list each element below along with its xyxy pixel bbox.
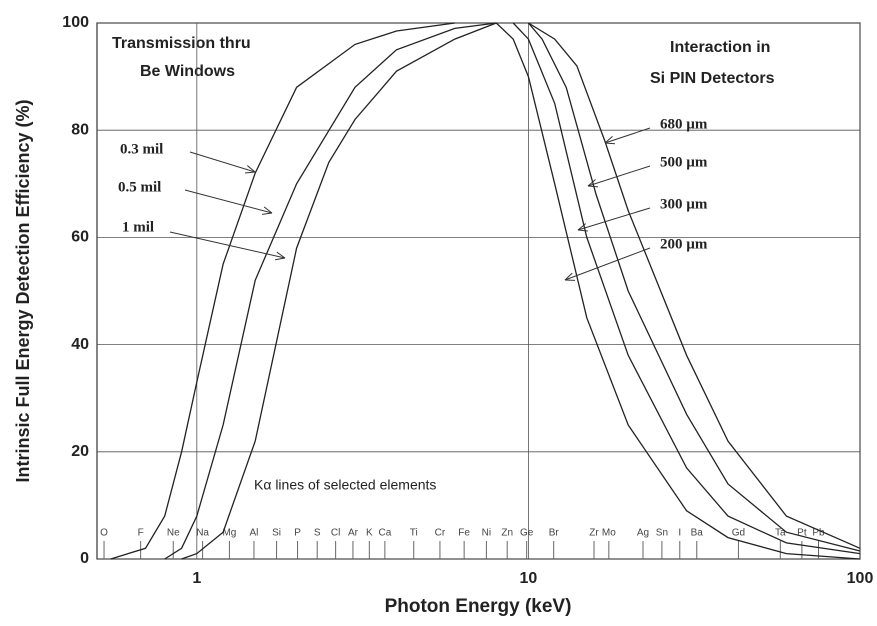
arrow-head — [577, 223, 586, 231]
element-label: Mg — [222, 528, 236, 539]
x-axis-title: Photon Energy (keV) — [385, 596, 572, 617]
arrow-head — [263, 206, 273, 214]
series-line — [512, 22, 861, 555]
element-label: Cr — [435, 528, 446, 539]
x-tick-label: 1 — [192, 570, 201, 587]
label-arrow — [587, 165, 651, 187]
y-tick-label: 20 — [71, 443, 89, 460]
arrow-head — [245, 171, 256, 174]
annotation: Be Windows — [140, 63, 235, 80]
element-label: Ca — [378, 528, 391, 539]
x-tick-label: 100 — [847, 570, 874, 587]
element-label: Ta — [775, 528, 786, 539]
element-label: S — [314, 528, 321, 539]
element-label: Ba — [691, 528, 704, 539]
label-arrow — [577, 207, 651, 231]
arrow-head — [604, 142, 616, 145]
arrow-head — [275, 257, 286, 261]
arrow-head — [577, 229, 588, 232]
series-line — [528, 22, 861, 549]
arrow-head — [587, 185, 599, 188]
element-label: P — [294, 528, 301, 539]
arrow-head — [247, 165, 256, 173]
series-line — [110, 22, 455, 560]
element-label: Na — [196, 528, 209, 539]
label-arrow — [184, 189, 273, 214]
y-axis-title: Intrinsic Full Energy Detection Efficien… — [13, 99, 33, 482]
arrow-head — [604, 136, 613, 144]
arrow-head — [276, 251, 286, 259]
element-label: I — [678, 528, 681, 539]
y-tick-label: 0 — [80, 550, 89, 567]
series-label: 200 µm — [660, 236, 708, 252]
annotation: Transmission thru — [112, 35, 251, 52]
series-label: 300 µm — [660, 196, 708, 212]
element-label: Ar — [348, 528, 359, 539]
element-label: Cl — [331, 528, 340, 539]
element-label: Pb — [812, 528, 825, 539]
arrow-head — [587, 179, 596, 187]
element-label: Si — [272, 528, 281, 539]
element-label: Zn — [501, 528, 513, 539]
series-line — [495, 22, 861, 560]
arrow-head — [564, 272, 573, 281]
label-arrow — [604, 127, 651, 144]
annotation: Interaction in — [670, 39, 770, 56]
element-label: Zr — [589, 528, 599, 539]
element-label: Ni — [482, 528, 491, 539]
arrow-head — [262, 212, 273, 215]
series-label: 0.5 mil — [118, 179, 161, 195]
element-label: Mo — [602, 528, 616, 539]
element-label: Ne — [167, 528, 180, 539]
series-line — [181, 22, 497, 560]
element-label: F — [138, 528, 144, 539]
label-arrow — [564, 247, 651, 281]
series-label: 0.3 mil — [120, 141, 163, 157]
element-label: Ge — [520, 528, 534, 539]
element-label: Ag — [637, 528, 649, 539]
element-label: Al — [250, 528, 259, 539]
series-label: 1 mil — [122, 219, 154, 235]
series-line — [527, 22, 861, 552]
x-tick-label: 10 — [520, 570, 538, 587]
y-tick-label: 60 — [71, 229, 89, 246]
element-label: Fe — [458, 528, 470, 539]
y-tick-label: 100 — [62, 14, 89, 31]
element-label: K — [366, 528, 373, 539]
element-label: Br — [549, 528, 560, 539]
series-line — [164, 22, 497, 560]
label-arrow — [169, 231, 286, 259]
y-tick-label: 80 — [71, 121, 89, 138]
annotation: Si PIN Detectors — [650, 70, 775, 87]
series-label: 500 µm — [660, 154, 708, 170]
annotation: Kα lines of selected elements — [254, 477, 436, 493]
y-tick-label: 40 — [71, 336, 89, 353]
label-arrow — [189, 151, 256, 173]
element-label: O — [100, 528, 108, 539]
element-label: Gd — [732, 528, 745, 539]
element-label: Ti — [410, 528, 418, 539]
series-label: 680 µm — [660, 116, 708, 132]
element-label: Sn — [656, 528, 668, 539]
element-label: Pt — [797, 528, 807, 539]
